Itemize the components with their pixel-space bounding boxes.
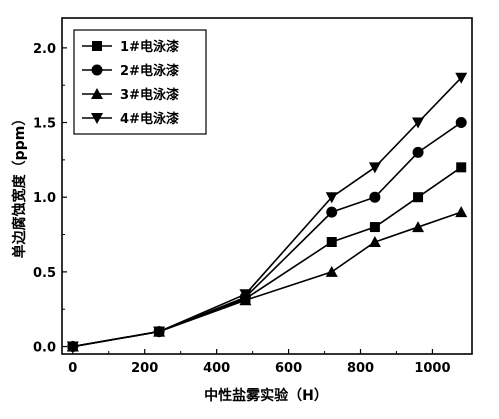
data-point (239, 289, 252, 301)
series-4 (66, 72, 468, 353)
legend-item: 1#电泳漆 (82, 39, 179, 55)
data-point (455, 72, 468, 84)
x-tick-label: 0 (68, 361, 77, 376)
series-line (72, 211, 462, 348)
x-tick-label: 800 (347, 361, 374, 376)
data-point (412, 117, 425, 129)
x-tick-label: 400 (203, 361, 230, 376)
y-tick-label: 1.0 (33, 191, 56, 206)
legend-marker (91, 64, 103, 76)
legend-label: 1#电泳漆 (120, 39, 179, 55)
legend-label: 3#电泳漆 (120, 87, 179, 103)
legend-item: 2#电泳漆 (82, 63, 179, 79)
data-point (455, 206, 468, 218)
legend: 1#电泳漆 2#电泳漆 3#电泳漆 4#电泳漆 (73, 29, 207, 135)
data-point (326, 206, 338, 218)
data-point (368, 162, 381, 174)
x-tick-label: 1000 (414, 361, 450, 376)
y-tick-label: 0.5 (33, 266, 56, 281)
legend-label: 2#电泳漆 (120, 63, 179, 79)
data-point (153, 326, 166, 338)
series-3 (66, 206, 468, 352)
legend-label: 4#电泳漆 (120, 111, 179, 127)
legend-marker (91, 113, 103, 124)
legend-item: 3#电泳漆 (82, 87, 179, 103)
legend-marker (91, 88, 103, 99)
data-point (455, 117, 467, 129)
axes: 0 200 400 600 800 1000 0.0 0.5 1.0 1.5 2.0 (33, 17, 473, 376)
data-point (413, 192, 424, 203)
data-point (369, 191, 381, 203)
series-1 (67, 162, 467, 352)
data-point (456, 162, 467, 173)
y-tick-label: 2.0 (33, 42, 56, 57)
legend-item: 4#电泳漆 (82, 111, 179, 127)
data-point (325, 265, 338, 277)
series-line (72, 121, 462, 348)
y-tick-label: 1.5 (33, 117, 56, 132)
data-point (325, 192, 338, 204)
data-point (326, 237, 337, 247)
x-tick-label: 600 (275, 361, 302, 376)
series-line (72, 166, 462, 348)
x-tick-label: 200 (131, 361, 158, 376)
data-point (369, 222, 380, 233)
y-tick-label: 0.0 (33, 341, 56, 356)
data-point (412, 221, 425, 233)
data-point (66, 341, 79, 353)
data-point (412, 146, 424, 158)
y-axis-label: 单边腐蚀宽度（ppm） (11, 112, 28, 259)
plot-series (66, 72, 468, 353)
plot-frame (61, 17, 473, 355)
x-axis-label: 中性盐雾实验（H） (204, 387, 328, 404)
data-point (368, 236, 381, 247)
series-2 (67, 117, 467, 353)
legend-marker (92, 41, 102, 51)
